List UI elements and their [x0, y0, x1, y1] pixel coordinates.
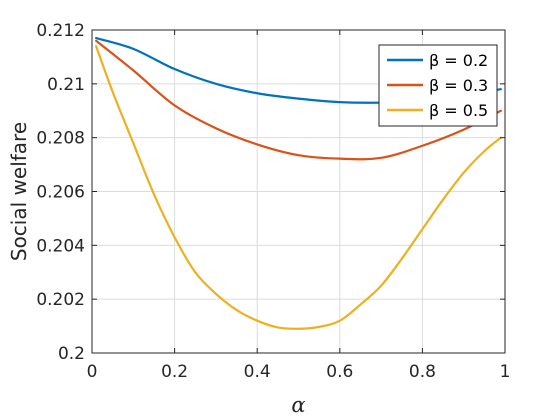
- legend-entry: β = 0.3: [429, 76, 488, 95]
- legend: β = 0.2 β = 0.3 β = 0.5: [378, 44, 498, 127]
- y-tick-label: 0.212: [36, 21, 85, 41]
- ticks: 0 0.2 0.4 0.6 0.8 10.20.2020.2040.2060.2080.2…: [36, 21, 510, 382]
- y-tick-label: 0.202: [36, 290, 85, 310]
- x-tick-label: 0.4: [244, 362, 271, 382]
- series-line-3: [95, 45, 502, 330]
- legend-entry: β = 0.2: [429, 51, 488, 70]
- y-tick-label: 0.204: [36, 236, 85, 256]
- legend-entry: β = 0.5: [429, 101, 488, 120]
- x-tick-label: 1: [500, 362, 511, 382]
- x-tick-label: 0: [87, 362, 98, 382]
- x-tick-label: 0.8: [409, 362, 436, 382]
- y-tick-label: 0.21: [47, 75, 85, 95]
- x-axis-label: α: [291, 393, 305, 417]
- x-tick-label: 0.2: [161, 362, 188, 382]
- x-tick-label: 0.6: [326, 362, 353, 382]
- y-tick-label: 0.206: [36, 183, 85, 203]
- y-axis-label: Social welfare: [7, 122, 31, 261]
- y-tick-label: 0.2: [58, 344, 85, 364]
- series-line-2: [95, 39, 502, 161]
- y-tick-label: 0.208: [36, 129, 85, 149]
